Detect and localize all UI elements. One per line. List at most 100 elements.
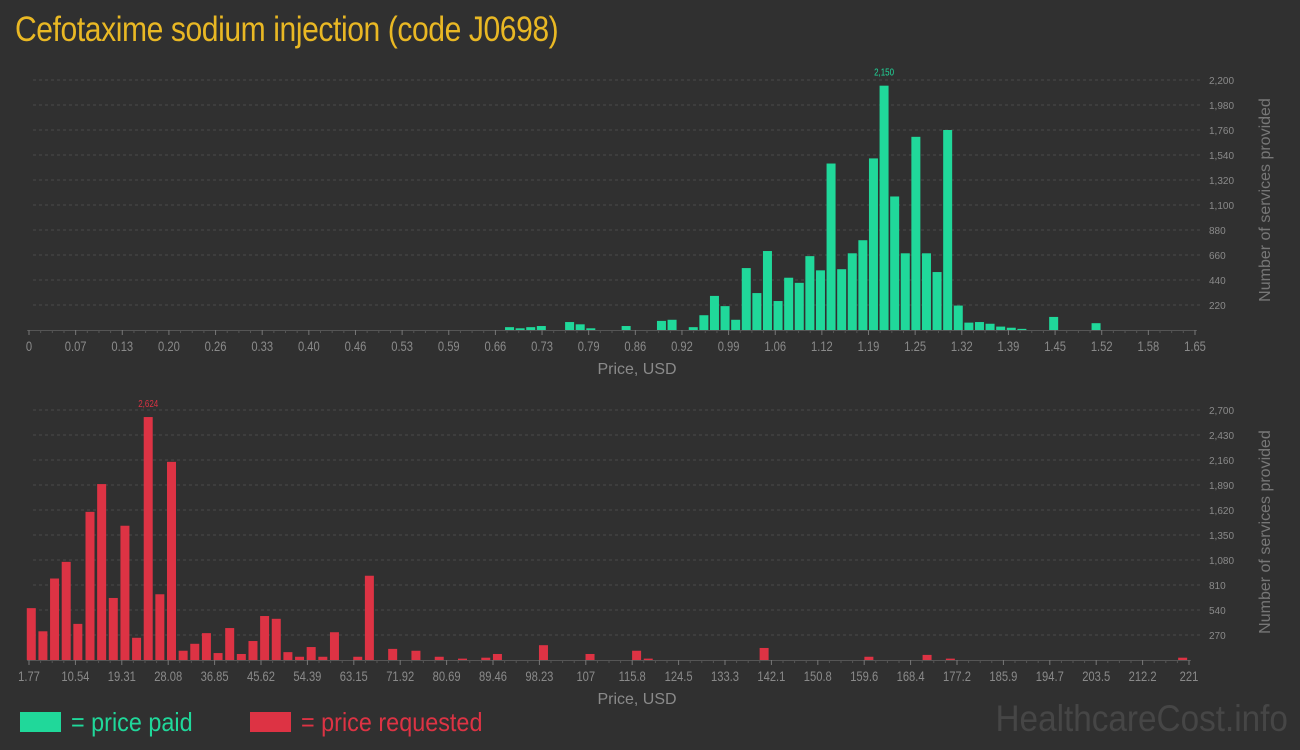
histogram-bar[interactable] xyxy=(38,631,48,660)
histogram-bar[interactable] xyxy=(688,327,698,330)
histogram-bar[interactable] xyxy=(720,306,730,330)
histogram-bar[interactable] xyxy=(759,647,769,660)
histogram-bar[interactable] xyxy=(492,653,502,660)
histogram-bar[interactable] xyxy=(945,658,955,660)
histogram-bar[interactable] xyxy=(858,240,868,330)
histogram-bar[interactable] xyxy=(709,295,719,330)
histogram-bar[interactable] xyxy=(953,305,963,330)
histogram-bar[interactable] xyxy=(643,658,653,660)
histogram-bar[interactable] xyxy=(943,130,953,330)
histogram-bar[interactable] xyxy=(201,633,211,660)
histogram-bar[interactable] xyxy=(505,327,515,330)
histogram-bar[interactable] xyxy=(773,301,783,330)
histogram-bar[interactable] xyxy=(794,282,804,330)
histogram-bar[interactable] xyxy=(586,328,596,330)
histogram-bar[interactable] xyxy=(565,322,575,330)
histogram-bar[interactable] xyxy=(575,324,585,330)
histogram-bar[interactable] xyxy=(815,270,825,330)
x-tick-label: 1.32 xyxy=(951,339,973,354)
histogram-bar[interactable] xyxy=(621,326,631,330)
y-tick-label: 2,430 xyxy=(1209,431,1234,442)
histogram-bar[interactable] xyxy=(50,578,60,660)
histogram-bar[interactable] xyxy=(353,656,363,660)
histogram-bar[interactable] xyxy=(481,657,491,660)
histogram-bar[interactable] xyxy=(667,319,677,330)
x-tick-label: 124.5 xyxy=(665,669,693,684)
histogram-bar[interactable] xyxy=(585,653,595,660)
histogram-bar[interactable] xyxy=(538,645,548,660)
histogram-bar[interactable] xyxy=(166,461,176,660)
histogram-bar[interactable] xyxy=(932,272,942,330)
histogram-bar[interactable] xyxy=(752,293,762,330)
histogram-bar[interactable] xyxy=(248,641,258,660)
histogram-bar[interactable] xyxy=(996,326,1006,330)
histogram-bar[interactable] xyxy=(964,322,974,330)
histogram-bar[interactable] xyxy=(879,85,889,330)
histogram-bar[interactable] xyxy=(911,136,921,330)
histogram-bar[interactable] xyxy=(260,616,270,660)
y-tick-label: 1,540 xyxy=(1209,151,1234,162)
histogram-bar[interactable] xyxy=(190,643,200,660)
histogram-bar[interactable] xyxy=(108,597,118,660)
histogram-bar[interactable] xyxy=(1017,328,1027,330)
histogram-bar[interactable] xyxy=(26,608,36,660)
histogram-bar[interactable] xyxy=(236,653,246,660)
histogram-bar[interactable] xyxy=(847,253,857,330)
histogram-bar[interactable] xyxy=(329,632,339,660)
histogram-bar[interactable] xyxy=(1091,323,1101,330)
histogram-bar[interactable] xyxy=(762,251,772,330)
histogram-bar[interactable] xyxy=(632,650,642,660)
histogram-bar[interactable] xyxy=(731,319,741,330)
histogram-bar[interactable] xyxy=(283,652,293,660)
histogram-bar[interactable] xyxy=(1049,316,1059,330)
x-tick-label: 0.73 xyxy=(531,339,553,354)
histogram-bar[interactable] xyxy=(458,658,468,660)
histogram-bar[interactable] xyxy=(306,647,316,660)
histogram-bar[interactable] xyxy=(656,320,666,330)
histogram-bar[interactable] xyxy=(1178,657,1188,660)
x-tick-label: 212.2 xyxy=(1129,669,1157,684)
histogram-bar[interactable] xyxy=(699,315,709,330)
histogram-bar[interactable] xyxy=(295,656,305,660)
histogram-bar[interactable] xyxy=(85,511,95,660)
histogram-bar[interactable] xyxy=(864,656,874,660)
histogram-bar[interactable] xyxy=(143,417,153,660)
histogram-bar[interactable] xyxy=(900,253,910,330)
histogram-bar[interactable] xyxy=(120,525,130,660)
histogram-bar[interactable] xyxy=(271,618,281,660)
histogram-bar[interactable] xyxy=(784,277,794,330)
histogram-bar[interactable] xyxy=(388,648,398,660)
histogram-bar[interactable] xyxy=(805,256,815,330)
histogram-bar[interactable] xyxy=(741,268,751,330)
histogram-bar[interactable] xyxy=(225,628,235,660)
histogram-bar[interactable] xyxy=(73,623,83,660)
histogram-bar[interactable] xyxy=(178,650,188,660)
y-tick-label: 1,760 xyxy=(1209,126,1234,137)
histogram-bar[interactable] xyxy=(364,575,374,660)
x-tick-label: 1.45 xyxy=(1044,339,1066,354)
histogram-bar[interactable] xyxy=(213,653,223,660)
histogram-bar[interactable] xyxy=(826,163,836,330)
histogram-bar[interactable] xyxy=(132,637,142,660)
histogram-bar[interactable] xyxy=(974,322,984,330)
histogram-bar[interactable] xyxy=(922,654,932,660)
histogram-bar[interactable] xyxy=(411,650,421,660)
x-tick-label: 71.92 xyxy=(386,669,414,684)
histogram-bar[interactable] xyxy=(434,656,444,660)
histogram-bar[interactable] xyxy=(155,594,165,660)
histogram-bar[interactable] xyxy=(526,327,536,330)
histogram-bar[interactable] xyxy=(536,326,546,330)
histogram-bar[interactable] xyxy=(61,561,71,660)
histogram-bar[interactable] xyxy=(890,196,900,330)
x-tick-label: 0.40 xyxy=(298,339,320,354)
histogram-bar[interactable] xyxy=(921,253,931,330)
histogram-bar[interactable] xyxy=(985,323,995,330)
histogram-bar[interactable] xyxy=(515,328,525,330)
x-tick-label: 221 xyxy=(1180,669,1199,684)
histogram-bar[interactable] xyxy=(868,158,878,330)
histogram-bar[interactable] xyxy=(1006,327,1016,330)
histogram-bar[interactable] xyxy=(318,656,328,660)
y-tick-label: 220 xyxy=(1209,301,1226,312)
histogram-bar[interactable] xyxy=(837,269,847,330)
histogram-bar[interactable] xyxy=(97,484,107,660)
